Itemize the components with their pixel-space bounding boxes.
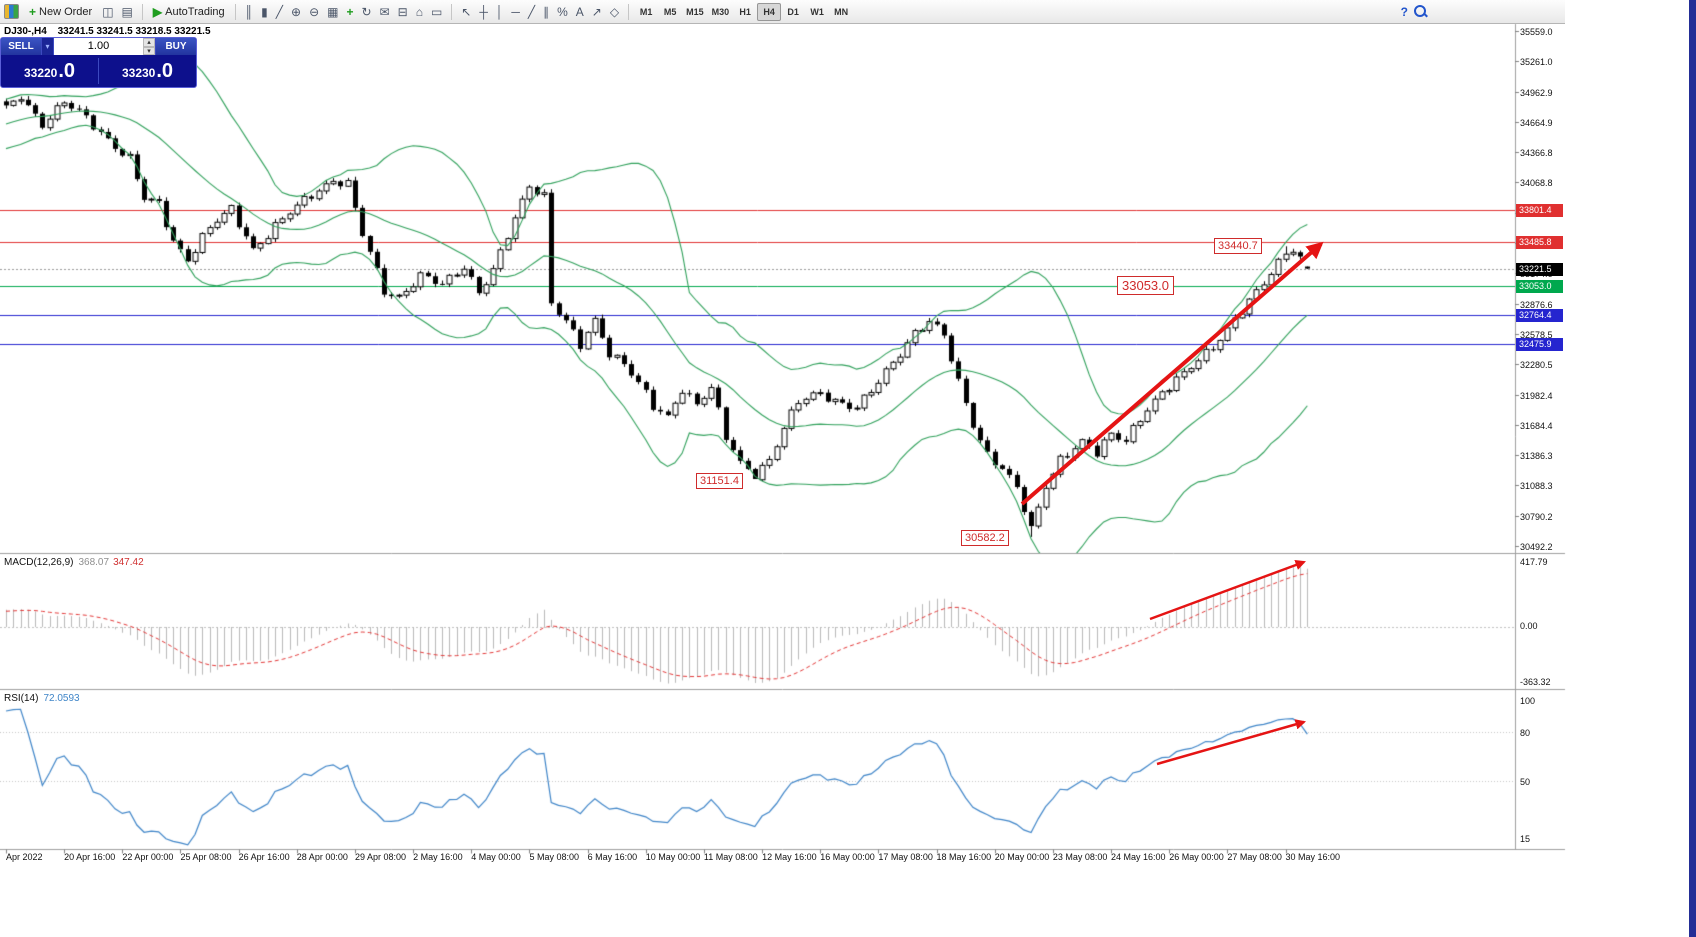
volume-steppers: ▴ ▾ xyxy=(143,38,156,55)
horizontal-line-icon[interactable]: ─ xyxy=(507,2,524,22)
shapes-icon: ◇ xyxy=(609,4,620,19)
trendline-icon[interactable]: ╱ xyxy=(524,2,539,22)
zoom-out-icon[interactable]: ⊖ xyxy=(305,2,323,22)
period-refresh-icon: ↻ xyxy=(361,4,372,19)
buy-price-big: .0 xyxy=(156,59,174,82)
new-chart-icon[interactable]: ◫ xyxy=(98,2,117,22)
terminal-icon[interactable]: ▭ xyxy=(427,2,446,22)
main-toolbar: + New Order ◫ ▤ ▶ AutoTrading ║ ▮ ╱ ⊕ ⊖ ▦ + ↻ ✉ ⊟ ⌂… xyxy=(0,0,1565,24)
price-divider xyxy=(98,58,99,84)
toolbar-separator xyxy=(451,3,453,20)
toolbar-separator xyxy=(628,3,630,20)
template-mail-icon[interactable]: ✉ xyxy=(376,2,394,22)
sell-price[interactable]: 33220.0 xyxy=(1,60,98,83)
help-question-icon: ? xyxy=(1400,4,1408,19)
line-chart-icon: ╱ xyxy=(275,4,284,19)
text-label-icon: A xyxy=(575,4,584,19)
new-chart-icon: ◫ xyxy=(102,4,114,19)
candlestick-chart-icon[interactable]: ▮ xyxy=(257,2,272,22)
vertical-line-icon: │ xyxy=(495,4,504,19)
navigator-icon[interactable]: ⌂ xyxy=(412,2,427,22)
period-refresh-icon[interactable]: ↻ xyxy=(358,2,376,22)
new-order-button[interactable]: + New Order xyxy=(24,2,97,22)
zoom-out-icon: ⊖ xyxy=(309,4,320,19)
chart-profiles-icon[interactable]: ▤ xyxy=(118,2,137,22)
vertical-line-icon[interactable]: │ xyxy=(492,2,508,22)
crosshair-icon[interactable]: ┼ xyxy=(475,2,492,22)
timeframe-button-w1[interactable]: W1 xyxy=(805,3,829,21)
sell-button[interactable]: SELL xyxy=(1,38,41,55)
toolbar-separator xyxy=(234,3,236,20)
new-order-label: New Order xyxy=(39,5,93,18)
arrow-object-icon: ↗ xyxy=(591,4,602,19)
bar-chart-icon[interactable]: ║ xyxy=(241,2,258,22)
volume-input[interactable]: 1.00 xyxy=(54,38,143,55)
volume-increase-button[interactable]: ▴ xyxy=(143,38,155,47)
fibonacci-icon: % xyxy=(557,4,568,19)
tile-windows-icon: ▦ xyxy=(327,4,339,19)
trendline-icon: ╱ xyxy=(527,4,536,19)
template-mail-icon: ✉ xyxy=(379,4,390,19)
zoom-in-icon[interactable]: ⊕ xyxy=(287,2,305,22)
add-indicator-icon[interactable]: + xyxy=(342,2,357,22)
autotrading-play-icon: ▶ xyxy=(152,4,163,19)
timeframe-button-h1[interactable]: H1 xyxy=(733,3,757,21)
chart-profiles-icon: ▤ xyxy=(121,4,133,19)
candlestick-chart-icon: ▮ xyxy=(261,4,268,19)
new-order-plus-icon: + xyxy=(29,4,37,19)
data-window-icon: ⊟ xyxy=(397,4,408,19)
arrow-object-icon[interactable]: ↗ xyxy=(588,2,606,22)
timeframe-button-m15[interactable]: M15 xyxy=(682,3,708,21)
timeframe-button-m30[interactable]: M30 xyxy=(708,3,734,21)
zoom-in-icon: ⊕ xyxy=(291,4,302,19)
timeframe-toolbar: M1 M5 M15 M30 H1 H4 D1 W1 MN xyxy=(634,2,853,21)
data-window-icon[interactable]: ⊟ xyxy=(394,2,412,22)
terminal-icon: ▭ xyxy=(430,4,443,19)
timeframe-button-m5[interactable]: M5 xyxy=(658,3,682,21)
search-icon[interactable] xyxy=(1413,4,1428,19)
cursor-icon[interactable]: ↖ xyxy=(457,2,475,22)
app-logo xyxy=(4,4,19,19)
timeframe-button-h4[interactable]: H4 xyxy=(757,2,782,21)
autotrading-button[interactable]: ▶ AutoTrading xyxy=(148,2,230,22)
volume-dropdown-icon[interactable]: ▾ xyxy=(41,38,54,55)
equidistant-channel-icon[interactable]: ∥ xyxy=(539,2,553,22)
add-indicator-icon: + xyxy=(346,4,354,19)
buy-button[interactable]: BUY xyxy=(156,38,196,55)
navigator-icon: ⌂ xyxy=(415,4,423,19)
toolbar-separator xyxy=(141,3,143,20)
sell-price-small: 33220 xyxy=(23,65,58,80)
tile-windows-icon[interactable]: ▦ xyxy=(323,2,342,22)
text-label-icon[interactable]: A xyxy=(572,2,588,22)
buy-price[interactable]: 33230.0 xyxy=(99,60,196,83)
equidistant-channel-icon: ∥ xyxy=(543,4,550,19)
adjacent-window-edge xyxy=(1689,0,1696,937)
cursor-icon: ↖ xyxy=(461,4,472,19)
bar-chart-icon: ║ xyxy=(244,4,254,19)
horizontal-line-icon: ─ xyxy=(511,4,520,19)
timeframe-button-d1[interactable]: D1 xyxy=(781,3,805,21)
fibonacci-icon[interactable]: % xyxy=(553,2,572,22)
autotrading-label: AutoTrading xyxy=(165,5,225,18)
crosshair-icon: ┼ xyxy=(479,4,488,19)
sell-price-big: .0 xyxy=(58,59,76,82)
timeframe-button-mn[interactable]: MN xyxy=(829,3,853,21)
help-icon[interactable]: ? xyxy=(1397,2,1412,22)
shapes-icon[interactable]: ◇ xyxy=(606,2,623,22)
buy-price-small: 33230 xyxy=(121,65,156,80)
timeframe-button-m1[interactable]: M1 xyxy=(634,3,658,21)
line-chart-icon[interactable]: ╱ xyxy=(272,2,287,22)
volume-decrease-button[interactable]: ▾ xyxy=(143,46,155,55)
one-click-trading-panel: SELL ▾ 1.00 ▴ ▾ BUY 33220.0 33230.0 xyxy=(0,37,197,88)
